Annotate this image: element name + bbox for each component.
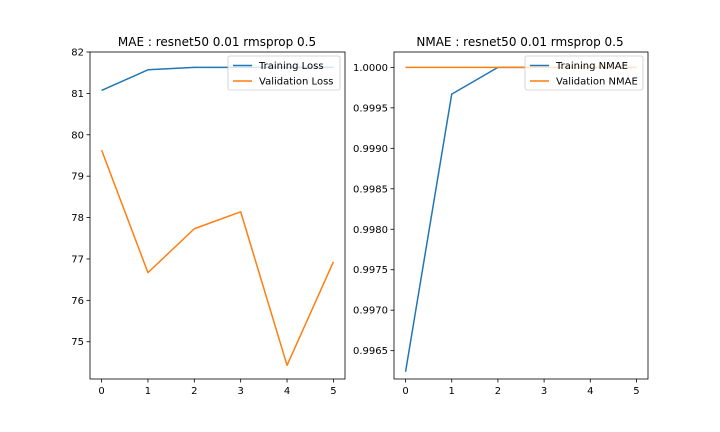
mae-chart-legend: Training Loss Validation Loss	[227, 55, 341, 91]
nmae-x-tick-label: 2	[495, 386, 501, 397]
nmae-x-tick-label: 0	[402, 386, 408, 397]
mae-chart-panel: MAE : resnet50 0.01 rmsprop 0.5 0 1 2 3 4 5 75…	[71, 35, 346, 398]
mae-legend-label-validation-loss: Validation Loss	[259, 77, 334, 88]
nmae-y-tick-label: 0.9995	[353, 103, 388, 114]
mae-y-tick-label: 79	[71, 172, 84, 183]
mae-chart-axes-frame	[89, 51, 346, 380]
mae-y-tick-label: 82	[71, 48, 84, 59]
nmae-y-tick-label: 0.9975	[353, 265, 388, 276]
nmae-y-tick-label: 0.9980	[353, 225, 388, 236]
nmae-chart-axes-frame	[393, 51, 649, 380]
nmae-y-tick-label: 1.0000	[353, 63, 388, 74]
nmae-y-tick-label: 0.9970	[353, 306, 388, 317]
nmae-y-tick-label: 0.9965	[353, 346, 388, 357]
nmae-y-tick-label: 0.9990	[353, 144, 388, 155]
mae-legend-label-training-loss: Training Loss	[258, 61, 324, 72]
nmae-chart-panel: NMAE : resnet50 0.01 rmsprop 0.5 0 1 2 3 4 50…	[353, 35, 649, 397]
nmae-x-tick-label: 3	[541, 386, 547, 397]
nmae-x-tick-label: 4	[587, 386, 593, 397]
mae-x-tick-label: 3	[237, 386, 243, 397]
nmae-chart-title: NMAE : resnet50 0.01 rmsprop 0.5	[416, 35, 623, 49]
mae-series-validation-loss-line	[100, 149, 335, 367]
nmae-x-tick-label: 5	[633, 386, 639, 397]
mae-legend-box	[227, 55, 341, 91]
nmae-legend-label-validation-nmae: Validation NMAE	[556, 77, 638, 88]
mae-x-tick-label: 0	[98, 386, 104, 397]
mae-y-tick-label: 75	[71, 337, 84, 348]
mae-x-tick-label: 4	[284, 386, 290, 397]
mae-chart-title: MAE : resnet50 0.01 rmsprop 0.5	[118, 35, 316, 49]
nmae-y-tick-label: 0.9985	[353, 184, 388, 195]
mae-y-tick-label: 80	[71, 130, 84, 141]
nmae-chart-ticks: 0 1 2 3 4 5 0.9965 0.9970 0.9975 0.9980 0.9985 0.99…	[353, 63, 640, 397]
nmae-chart-legend: Training NMAE Validation NMAE	[524, 55, 644, 91]
mae-y-tick-label: 78	[71, 213, 84, 224]
nmae-legend-box	[524, 55, 644, 91]
nmae-legend-label-training-nmae: Training NMAE	[555, 61, 628, 72]
nmae-x-tick-label: 1	[449, 386, 455, 397]
mae-chart-ticks: 0 1 2 3 4 5 75 76 77 78 79 80 81 82	[71, 48, 336, 398]
mae-x-tick-label: 5	[330, 386, 336, 397]
mae-x-tick-label: 2	[191, 386, 197, 397]
mae-y-tick-label: 81	[71, 89, 84, 100]
mae-x-tick-label: 1	[145, 386, 151, 397]
mae-y-tick-label: 76	[71, 296, 84, 307]
mae-y-tick-label: 77	[71, 254, 84, 265]
